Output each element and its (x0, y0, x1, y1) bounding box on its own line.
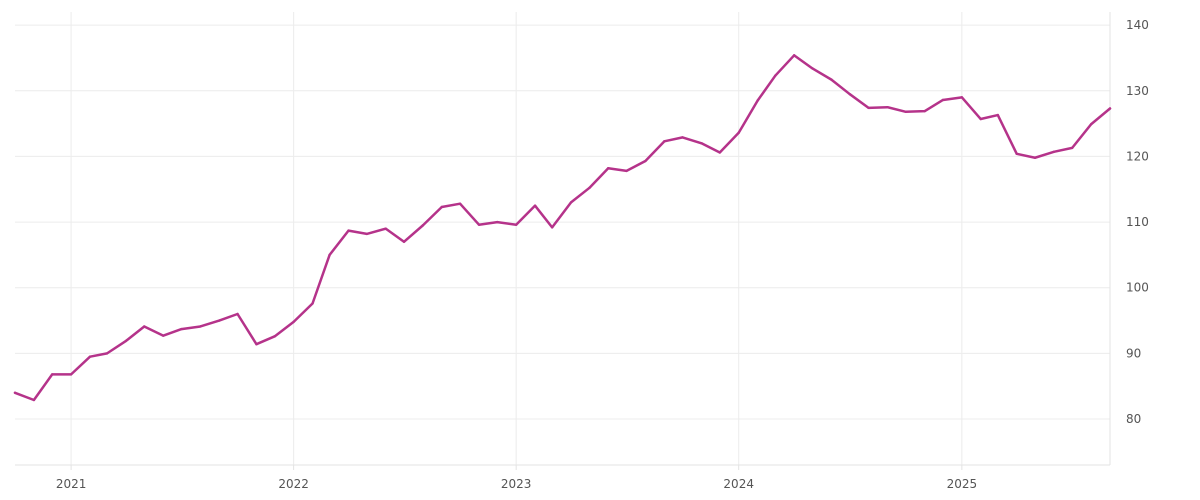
data-point (625, 169, 628, 173)
data-point (218, 319, 221, 322)
data-point (756, 99, 759, 102)
data-point (644, 159, 647, 163)
data-point (255, 343, 258, 346)
data-point (663, 140, 666, 143)
data-point (180, 327, 183, 331)
data-point (69, 373, 73, 376)
data-point (867, 106, 870, 110)
data-point (124, 339, 128, 343)
data-point (328, 253, 331, 257)
data-point (979, 117, 982, 121)
data-point (496, 220, 499, 224)
x-tick-label: 2021 (56, 477, 87, 491)
data-point (105, 352, 109, 355)
y-tick-label: 100 (1126, 281, 1149, 295)
data-point (13, 391, 17, 394)
data-point (421, 224, 425, 227)
data-point (830, 78, 833, 81)
data-point (273, 335, 276, 338)
y-tick-label: 80 (1126, 412, 1141, 426)
data-point (718, 151, 721, 154)
data-point (1015, 152, 1018, 156)
data-point (440, 205, 443, 209)
series-layer (13, 54, 1112, 402)
x-tick-label: 2022 (278, 477, 309, 491)
y-tick-label: 130 (1126, 84, 1149, 98)
data-point (384, 227, 387, 230)
x-tick-label: 2024 (723, 477, 754, 491)
data-point (50, 373, 54, 376)
data-point (143, 325, 146, 328)
data-point (886, 105, 889, 109)
data-point (569, 201, 573, 204)
data-point (904, 110, 907, 113)
data-point (199, 325, 202, 328)
data-point (365, 232, 368, 236)
x-axis-ticks: 2021 2022 2023 2024 2025 (56, 477, 977, 491)
y-tick-label: 140 (1126, 18, 1149, 32)
data-point (848, 92, 851, 96)
data-point (311, 302, 314, 305)
x-tick-label: 2025 (947, 477, 978, 491)
data-point (550, 226, 554, 229)
y-tick-label: 90 (1126, 346, 1141, 360)
data-point (236, 312, 239, 316)
data-point (1089, 123, 1093, 126)
data-point (292, 320, 295, 324)
data-point (458, 202, 462, 205)
data-point (1033, 156, 1037, 159)
data-point (923, 109, 926, 113)
x-tick-label: 2023 (501, 477, 532, 491)
data-point (811, 67, 814, 70)
data-point (347, 229, 350, 232)
data-point (1108, 107, 1112, 110)
y-tick-label: 110 (1126, 215, 1149, 229)
gridlines (15, 12, 1110, 465)
data-point (32, 398, 36, 402)
series-line (13, 54, 1112, 402)
data-point (1052, 150, 1056, 154)
data-point (161, 334, 165, 337)
data-point (88, 355, 92, 358)
data-point (700, 142, 703, 145)
data-point (1070, 146, 1074, 150)
data-point (607, 167, 610, 170)
data-point (960, 96, 964, 99)
data-point (588, 186, 591, 190)
data-point (774, 74, 777, 77)
data-point (792, 54, 796, 57)
y-tick-label: 120 (1126, 149, 1149, 163)
data-point (737, 131, 740, 134)
y-axis-ticks: 80 90 100 110 120 130 140 (1126, 18, 1149, 426)
axes (15, 12, 1111, 470)
data-point (514, 223, 518, 226)
data-point (681, 136, 684, 139)
data-point (996, 113, 1000, 117)
data-point (533, 204, 537, 207)
data-point (941, 98, 945, 102)
data-point (402, 240, 406, 243)
data-point (477, 223, 481, 226)
